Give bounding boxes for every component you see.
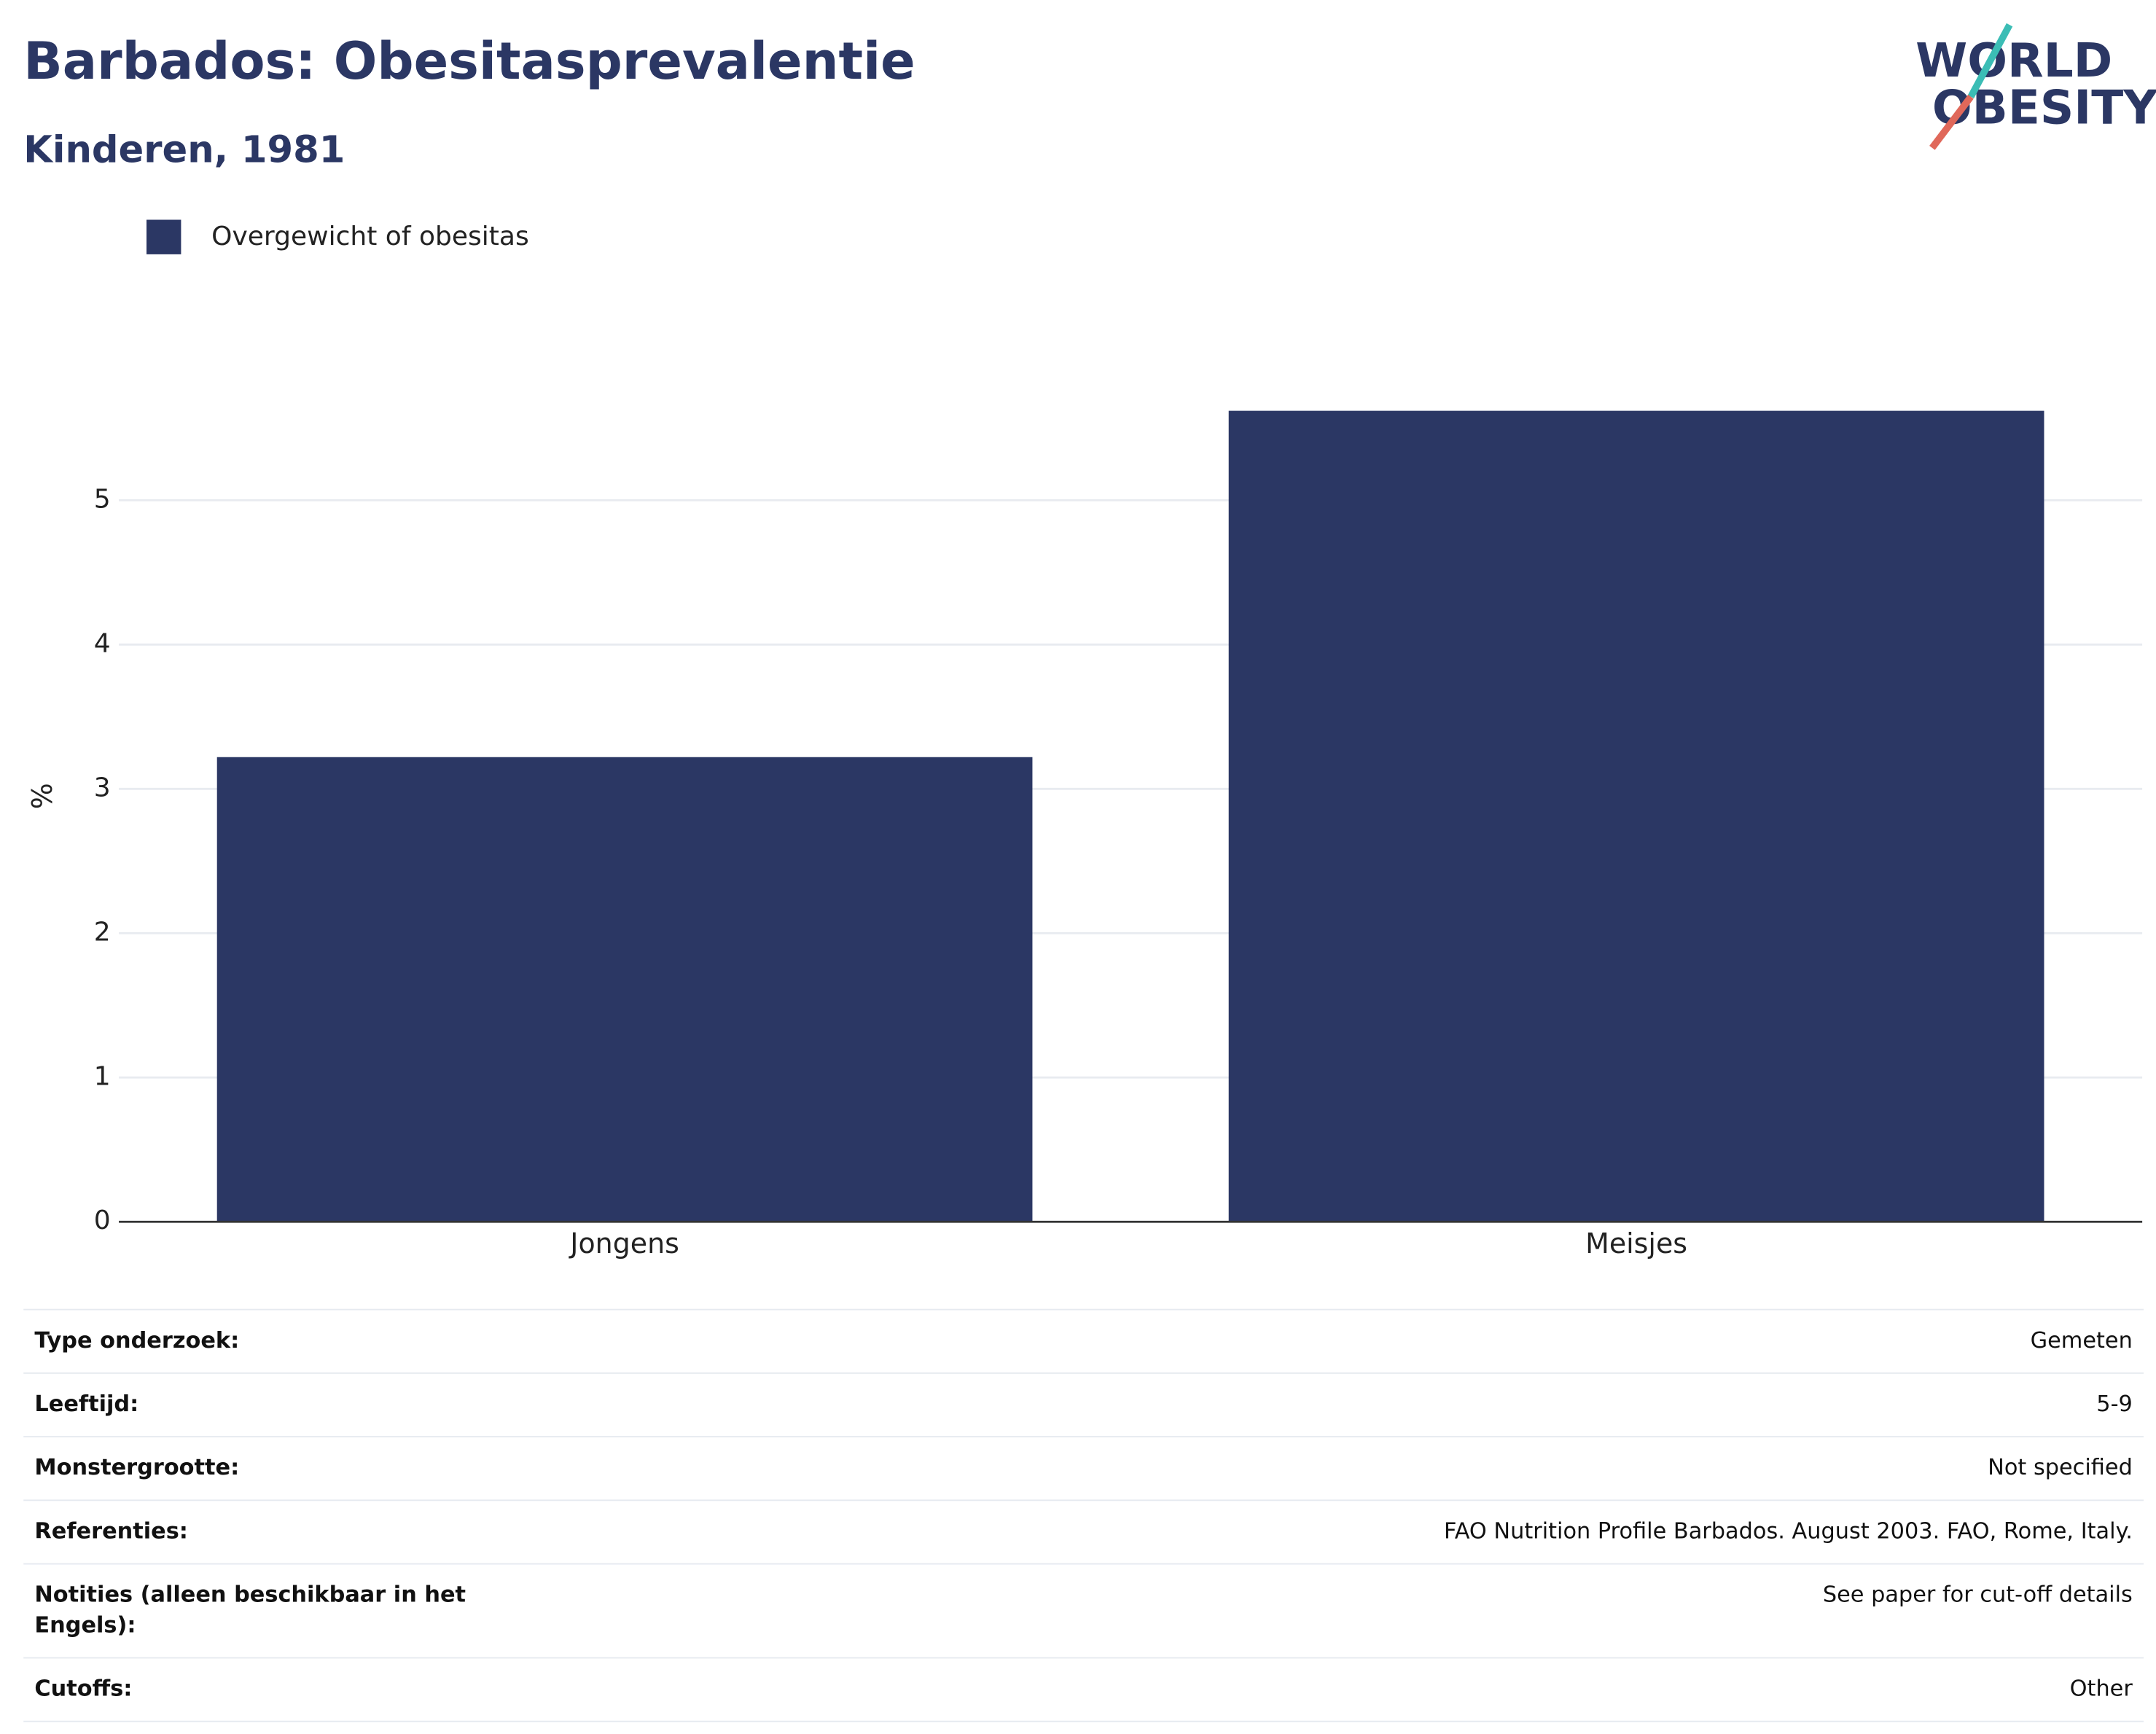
info-label: Notities (alleen beschikbaar in het Enge… xyxy=(34,1581,466,1638)
info-row: Monstergrootte: Not specified xyxy=(23,1436,2144,1499)
info-row: Type onderzoek: Gemeten xyxy=(23,1308,2144,1372)
y-tick-label: 3 xyxy=(94,773,111,802)
logo-slash xyxy=(1929,94,1974,150)
logo-text: WORLD xyxy=(1915,34,2112,88)
y-tick-label: 2 xyxy=(94,917,111,947)
logo-slash xyxy=(1967,23,2013,98)
y-axis-label: % xyxy=(26,783,58,809)
y-tick-label: 0 xyxy=(94,1206,111,1235)
info-row: Notities (alleen beschikbaar in het Enge… xyxy=(23,1563,2144,1657)
bar xyxy=(1228,410,2044,1222)
info-label: Referenties: xyxy=(34,1518,188,1544)
y-tick-label: 1 xyxy=(94,1061,111,1091)
info-label: Cutoffs: xyxy=(34,1675,133,1702)
logo-text: OBESITY xyxy=(1932,80,2156,135)
x-tick-label: Meisjes xyxy=(1585,1227,1687,1260)
info-value: See paper for cut-off details xyxy=(1822,1581,2133,1608)
info-value: 5-9 xyxy=(2096,1390,2133,1417)
info-value: FAO Nutrition Profile Barbados. August 2… xyxy=(1444,1518,2133,1544)
y-tick-label: 5 xyxy=(94,484,111,514)
info-label: Type onderzoek: xyxy=(34,1327,240,1354)
info-label: Leeftijd: xyxy=(34,1390,139,1417)
legend-swatch xyxy=(146,219,181,254)
info-row: Leeftijd: 5-9 xyxy=(23,1372,2144,1436)
x-tick-label: Jongens xyxy=(569,1227,679,1260)
chart-subtitle: Kinderen, 1981 xyxy=(23,128,345,172)
y-tick-label: 4 xyxy=(94,628,111,658)
info-table: Type onderzoek: Gemeten Leeftijd: 5-9 Monste… xyxy=(23,1308,2144,1722)
chart-title: Barbados: Obesitasprevalentie xyxy=(23,31,915,91)
info-row: Referenties: FAO Nutrition Profile Barbad… xyxy=(23,1499,2144,1563)
info-row: Cutoffs: Other xyxy=(23,1657,2144,1722)
info-value: Not specified xyxy=(1988,1453,2133,1480)
info-value: Gemeten xyxy=(2030,1327,2133,1354)
info-label: Monstergrootte: xyxy=(34,1453,240,1480)
chart: Barbados: Obesitasprevalentie Kinderen, … xyxy=(23,23,2156,1260)
bar xyxy=(216,757,1033,1222)
legend-label: Overgewicht of obesitas xyxy=(211,222,529,251)
info-value: Other xyxy=(2069,1675,2133,1702)
